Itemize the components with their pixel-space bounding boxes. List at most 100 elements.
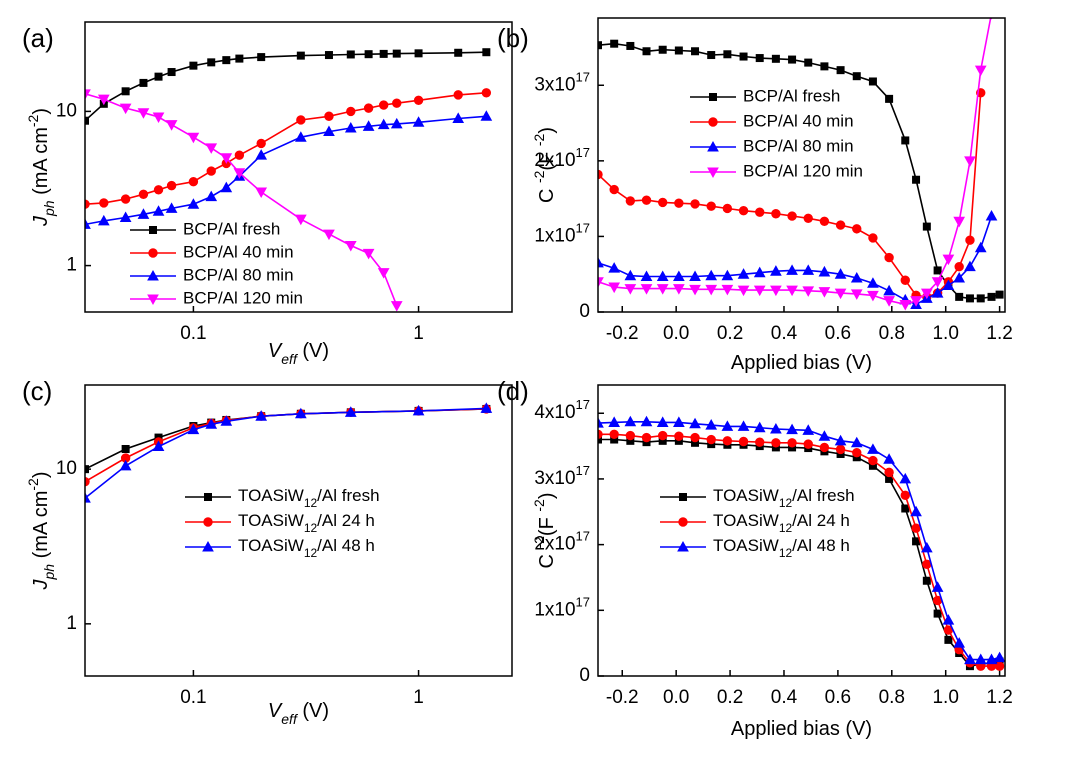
marker [165, 120, 178, 131]
marker [867, 277, 879, 288]
marker [834, 434, 847, 446]
marker [850, 436, 863, 448]
marker [835, 444, 846, 455]
marker [868, 77, 877, 86]
legend-part: TOASiW [713, 486, 779, 505]
marker [610, 39, 619, 48]
marker [363, 103, 374, 113]
marker [770, 265, 782, 276]
marker [722, 436, 733, 446]
marker [900, 275, 910, 285]
marker [974, 65, 987, 77]
y-tick-label: 4x1017 [534, 397, 590, 423]
marker [608, 262, 621, 273]
label-part: C [536, 549, 558, 569]
marker [987, 292, 996, 301]
legend-part: 12 [779, 521, 793, 535]
marker [931, 277, 944, 288]
legend-part: 12 [304, 521, 318, 535]
marker [920, 288, 933, 300]
x-tick-label: -0.2 [606, 687, 639, 708]
x-tick-label: 1.2 [986, 323, 1012, 344]
marker [392, 98, 402, 108]
x-tick-label: 1.2 [986, 687, 1012, 708]
legend-marker [679, 493, 687, 501]
marker [901, 504, 910, 513]
marker [689, 284, 701, 296]
marker [137, 108, 150, 119]
marker [362, 120, 375, 131]
marker [296, 115, 306, 125]
marker [691, 47, 700, 56]
marker [609, 429, 619, 439]
marker [976, 294, 985, 303]
marker [187, 423, 200, 435]
marker [884, 467, 894, 478]
axes-frame [597, 17, 1006, 313]
tick-mantissa: 2x10 [534, 150, 575, 171]
y-tick-label: 10 [56, 458, 77, 479]
marker [787, 438, 797, 448]
marker [852, 224, 862, 234]
marker [850, 271, 863, 283]
marker [206, 166, 216, 176]
marker [85, 89, 91, 100]
marker [205, 418, 218, 429]
label-part: ) [536, 492, 558, 499]
label-part: ph [41, 564, 57, 581]
marker [721, 269, 734, 281]
marker [753, 285, 766, 297]
legend-label: BCP/Al 40 min [743, 111, 854, 130]
marker [944, 635, 953, 644]
marker [119, 103, 132, 115]
axes-frame [84, 384, 513, 677]
marker [154, 72, 163, 81]
label-part: J [30, 215, 52, 227]
legend-marker [708, 117, 718, 127]
marker [364, 50, 373, 59]
marker [802, 286, 815, 297]
legend-label: TOASiW12/Al 24 h [238, 511, 375, 535]
marker [220, 181, 233, 193]
marker [883, 284, 895, 296]
marker [933, 266, 942, 275]
marker [922, 222, 931, 231]
tick-exponent: 17 [576, 463, 590, 478]
marker [656, 416, 669, 427]
marker [705, 419, 718, 430]
legend-marker [707, 167, 719, 179]
series-line [85, 408, 487, 470]
marker [640, 415, 653, 427]
legend-part: /Al 48 h [317, 536, 375, 555]
legend-marker [678, 517, 688, 527]
tick-mantissa: 1x10 [534, 599, 575, 620]
marker [390, 301, 403, 312]
y-tick-label: 1x1017 [534, 220, 590, 246]
label-part: eff [281, 711, 299, 727]
marker [954, 261, 964, 272]
marker [942, 279, 955, 291]
marker [152, 440, 165, 452]
marker [152, 112, 165, 124]
x-tick-label: 1.0 [932, 323, 958, 344]
legend-marker [147, 294, 159, 306]
marker [454, 48, 463, 57]
x-tick-label: 0.2 [717, 323, 743, 344]
x-tick-label: -0.2 [606, 323, 639, 344]
legend-part: /Al 48 h [792, 536, 850, 555]
marker [624, 284, 637, 295]
y-tick-label: 10 [56, 100, 77, 121]
legend-label: TOASiW12/Al 48 h [238, 536, 375, 560]
marker [771, 438, 781, 448]
y-axis-label: C -2(F -2) [531, 127, 559, 203]
label-part: (V) [297, 340, 329, 362]
marker [899, 472, 912, 484]
marker [85, 465, 89, 474]
series-line [598, 18, 992, 306]
plot-area [598, 415, 1005, 671]
marker [920, 541, 933, 553]
legend-part: 12 [304, 546, 318, 560]
marker [690, 199, 700, 209]
marker [852, 447, 862, 458]
marker [755, 207, 765, 217]
